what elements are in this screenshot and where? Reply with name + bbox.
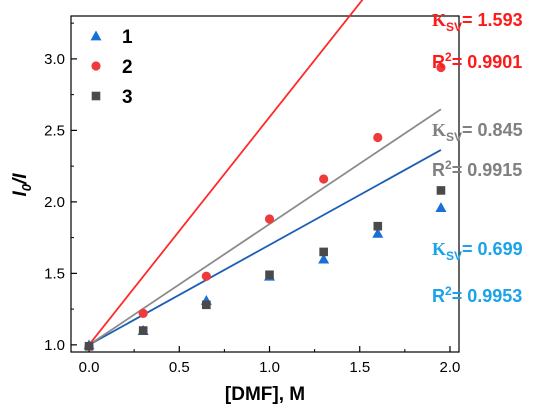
ksv-annotation-series-3: KSV= 0.845 bbox=[432, 120, 523, 144]
r2-annotation-series-3: R2= 0.9915 bbox=[432, 158, 522, 180]
y-axis-label-tail: /I bbox=[10, 173, 31, 185]
y-tick-label: 2.5 bbox=[44, 122, 65, 139]
fit-line-series-3 bbox=[88, 108, 442, 346]
y-axis-label: I0/I bbox=[10, 173, 34, 197]
data-point-series-2 bbox=[373, 132, 383, 143]
data-points bbox=[83, 62, 447, 351]
y-axis-label-sub: 0 bbox=[19, 183, 34, 191]
legend-marker-series-3 bbox=[91, 91, 101, 101]
data-point-series-3 bbox=[319, 247, 328, 257]
legend-label-series-3: 3 bbox=[122, 87, 133, 108]
fit-line-series-2 bbox=[88, 0, 364, 346]
data-point-series-2 bbox=[138, 308, 148, 318]
data-point-series-3 bbox=[436, 186, 446, 195]
plot-frame bbox=[70, 15, 460, 353]
x-tick-label: 0.0 bbox=[79, 359, 100, 376]
data-point-series-2 bbox=[264, 214, 275, 224]
r2-annotation-series-2: R2= 0.9901 bbox=[432, 50, 522, 72]
legend: 1 2 3 bbox=[90, 27, 133, 108]
data-point-series-1 bbox=[435, 202, 447, 212]
fit-annotations: KSV= 0.699 R2= 0.9953 KSV= 1.593 R2= 0.9901… bbox=[432, 10, 523, 306]
x-axis-label: [DMF], M bbox=[225, 384, 305, 405]
data-point-series-2 bbox=[201, 271, 211, 281]
y-tick-label: 3.0 bbox=[44, 51, 65, 68]
legend-marker-series-2 bbox=[91, 61, 101, 71]
data-point-series-1 bbox=[372, 227, 384, 238]
data-point-series-2 bbox=[319, 174, 329, 184]
x-tick-label: 1.5 bbox=[349, 359, 370, 376]
axis-ticks: 0.0 0.5 1.0 1.5 2.0 1.0 1.5 2.0 2.5 3.0 bbox=[44, 22, 461, 376]
y-tick-label: 1.0 bbox=[44, 337, 65, 354]
y-tick-label: 1.5 bbox=[44, 265, 65, 282]
data-point-series-3 bbox=[265, 270, 274, 280]
x-tick-label: 2.0 bbox=[440, 359, 461, 376]
fit-lines bbox=[88, 0, 442, 346]
x-tick-label: 1.0 bbox=[259, 359, 280, 376]
y-axis-label-main: I bbox=[10, 191, 31, 197]
legend-label-series-1: 1 bbox=[122, 27, 133, 48]
data-point-series-2 bbox=[436, 62, 446, 73]
fit-line-series-1 bbox=[88, 149, 442, 346]
data-point-series-3 bbox=[373, 221, 383, 231]
ksv-annotation-series-1: KSV= 0.699 bbox=[432, 239, 523, 263]
x-tick-label: 0.5 bbox=[169, 359, 190, 376]
svg-text:I0/I: I0/I bbox=[10, 173, 34, 197]
data-point-series-3 bbox=[138, 326, 148, 335]
legend-label-series-2: 2 bbox=[122, 57, 133, 78]
ksv-annotation-series-2: KSV= 1.593 bbox=[432, 10, 523, 34]
y-tick-label: 2.0 bbox=[44, 194, 65, 211]
data-point-series-1 bbox=[318, 253, 330, 264]
data-point-series-3 bbox=[202, 300, 211, 310]
legend-marker-series-1 bbox=[90, 30, 102, 41]
data-point-series-3 bbox=[84, 341, 94, 351]
r2-annotation-series-1: R2= 0.9953 bbox=[432, 284, 522, 306]
